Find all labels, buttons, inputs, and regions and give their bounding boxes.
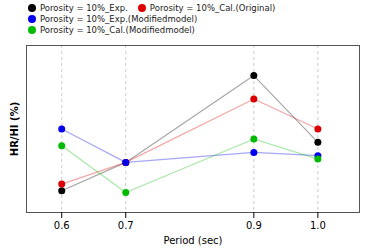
svg-text:0.6: 0.6 [54,220,70,231]
html-text:Porosity = 10%_Exp.: Porosity = 10%_Exp. [40,3,128,13]
html-text:Porosity = 10%_Cal.(Modifiedmo: Porosity = 10%_Cal.(Modifiedmodel) [40,25,195,35]
svg-text:1.0: 1.0 [310,220,326,231]
svg-text:Period (sec): Period (sec) [163,235,222,246]
svg-text:HR/HI (%): HR/HI (%) [9,102,20,156]
svg-text:0.7: 0.7 [118,220,134,231]
html-text:Porosity = 10%_Exp.(Modifiedmo: Porosity = 10%_Exp.(Modifiedmodel) [40,14,198,24]
html-text:Porosity = 10%_Cal.(Original): Porosity = 10%_Cal.(Original) [149,3,276,13]
svg-text:0.9: 0.9 [246,220,262,231]
